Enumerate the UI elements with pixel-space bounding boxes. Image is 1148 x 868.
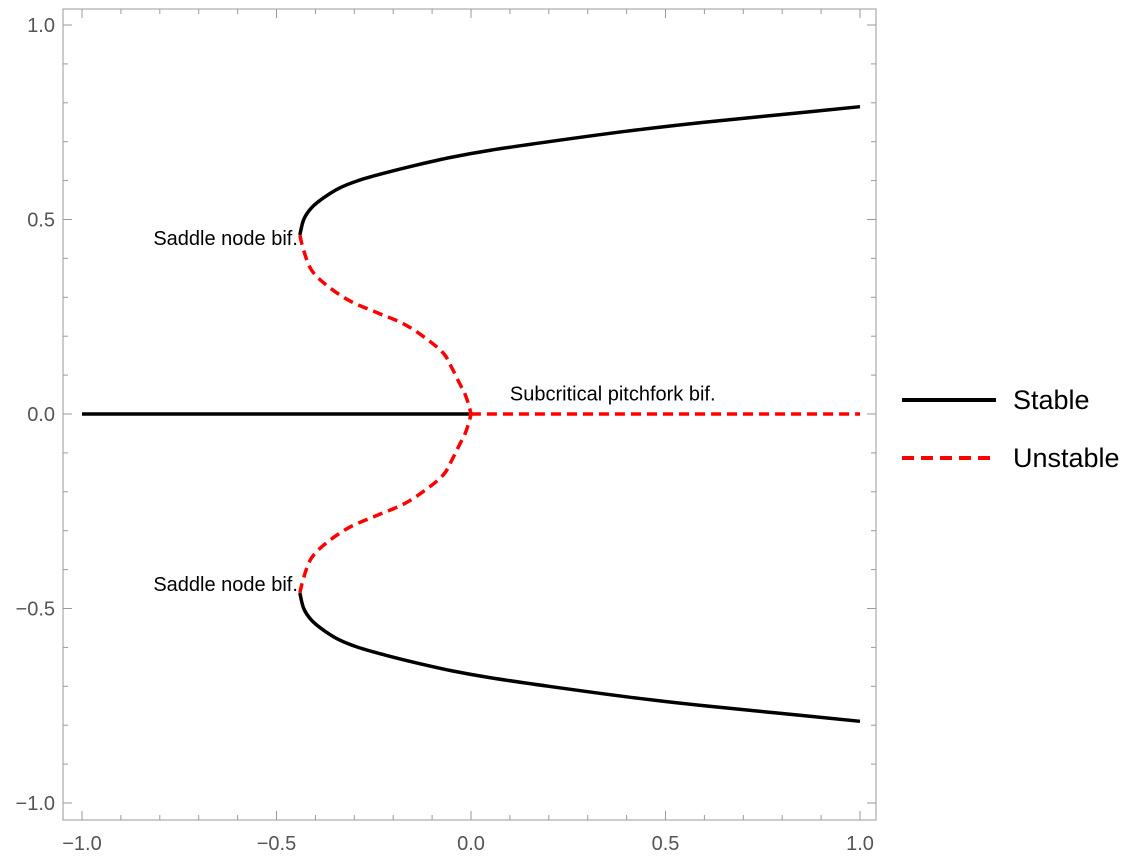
x-tick-label: 0.5 <box>652 833 680 855</box>
unstable-branch-line-5 <box>298 413 473 594</box>
legend: Stable Unstable <box>902 385 1120 473</box>
y-tick-label: 0.5 <box>27 210 55 232</box>
axis-ticks <box>63 9 876 820</box>
stable-branch-line-2 <box>298 104 861 236</box>
annotation-label: Subcritical pitchfork bif. <box>510 383 716 405</box>
series-layer <box>81 104 861 724</box>
stable-branch-line-3 <box>298 592 861 724</box>
x-tick-label: 0.0 <box>457 833 485 855</box>
annotations: Saddle node bif. Saddle node bif. Subcriti… <box>153 228 715 596</box>
legend-label-unstable: Unstable <box>1013 443 1120 473</box>
axis-tick-labels: −1.0 −0.5 0.0 0.5 1.0 1.0 0.5 0.0 −0.5 −1.0 <box>16 15 874 855</box>
x-tick-label: −0.5 <box>257 833 296 855</box>
unstable-branch-line-4 <box>298 234 473 415</box>
y-tick-label: −1.0 <box>16 793 55 815</box>
y-tick-label: 1.0 <box>27 15 55 37</box>
legend-label-stable: Stable <box>1013 385 1090 415</box>
x-tick-label: 1.0 <box>846 833 874 855</box>
annotation-label: Saddle node bif. <box>153 228 298 250</box>
y-tick-label: 0.0 <box>27 404 55 426</box>
x-tick-label: −1.0 <box>62 833 101 855</box>
annotation-label: Saddle node bif. <box>153 574 298 596</box>
y-tick-label: −0.5 <box>16 599 55 621</box>
